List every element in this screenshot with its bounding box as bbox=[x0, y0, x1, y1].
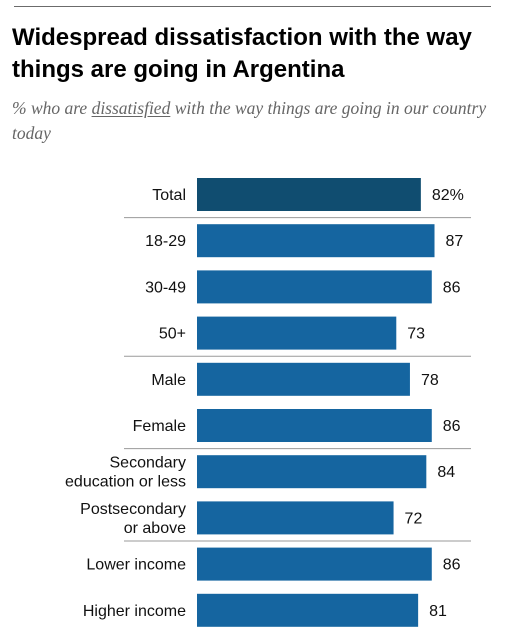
value-label-3: 73 bbox=[407, 326, 425, 343]
subtitle-suffix: with the way things are going in our cou… bbox=[12, 98, 487, 143]
subtitle-prefix: % who are bbox=[12, 98, 92, 118]
bar-1 bbox=[197, 224, 435, 258]
category-label-7: Postsecondary or above bbox=[80, 501, 186, 537]
bar-6 bbox=[197, 455, 427, 489]
value-label-6: 84 bbox=[437, 464, 455, 481]
bar-5 bbox=[197, 409, 432, 442]
category-label-2: 30-49 bbox=[145, 279, 186, 296]
bar-3 bbox=[197, 316, 397, 350]
category-label-8: Lower income bbox=[86, 557, 186, 574]
top-rule bbox=[14, 6, 491, 7]
category-label-3: 50+ bbox=[159, 326, 186, 343]
subtitle-emphasis: dissatisfied bbox=[91, 98, 171, 118]
value-label-2: 86 bbox=[443, 279, 461, 296]
category-label-0: Total bbox=[152, 187, 186, 204]
bar-7 bbox=[197, 501, 394, 535]
bar-4 bbox=[197, 362, 410, 396]
bar-0 bbox=[197, 178, 421, 211]
bar-2 bbox=[197, 270, 432, 304]
value-label-7: 72 bbox=[405, 510, 423, 527]
category-label-6: Secondary education or less bbox=[65, 455, 186, 491]
value-label-9: 81 bbox=[429, 603, 447, 620]
bar-9 bbox=[197, 593, 419, 627]
chart-title: Widespread dissatisfaction with the way … bbox=[12, 24, 472, 83]
category-label-1: 18-29 bbox=[145, 233, 186, 250]
value-label-1: 87 bbox=[446, 233, 464, 250]
value-label-0: 82% bbox=[432, 187, 464, 204]
category-label-5: Female bbox=[133, 418, 186, 435]
category-label-9: Higher income bbox=[83, 603, 186, 620]
category-label-4: Male bbox=[151, 372, 186, 389]
value-label-4: 78 bbox=[421, 372, 439, 389]
bar-8 bbox=[197, 547, 432, 581]
value-label-5: 86 bbox=[443, 418, 461, 435]
value-label-8: 86 bbox=[443, 557, 461, 574]
chart-subtitle: % who are dissatisfied with the way thin… bbox=[12, 96, 502, 146]
